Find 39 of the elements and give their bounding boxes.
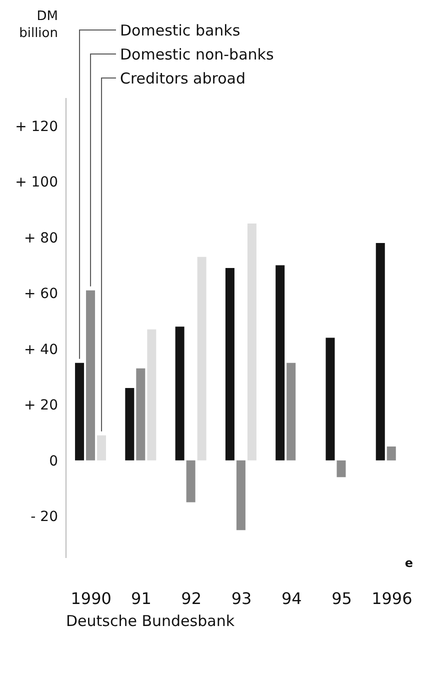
bar [386,446,396,460]
annotation: e [404,556,413,570]
bar [75,362,84,460]
bar [186,460,196,502]
text: Deutsche Bundesbank [66,612,236,630]
y-tick-label: 0 [49,453,58,470]
bar [225,268,234,460]
text: Domestic banks [120,21,240,40]
bar [336,460,346,478]
x-tick-label: 91 [131,589,152,608]
y-tick-label: + 20 [24,398,58,414]
y-tick-label: + 80 [24,230,58,246]
bar [147,329,156,460]
y-tick-label: + 100 [15,174,58,191]
x-tick-label: 1990 [70,589,112,608]
bar [97,435,106,460]
x-tick-label: 95 [332,589,352,608]
bar [86,290,96,460]
y-axis-title: DM billion [18,8,58,42]
bar [276,265,285,460]
text: Domestic non-banks [120,45,274,64]
x-tick-label: 92 [181,589,202,608]
bar [286,362,296,460]
bar [136,368,146,460]
y-tick-label: - 20 [30,509,58,526]
text: Creditors abroad [120,69,246,88]
bar [326,338,335,460]
x-tick-label: 94 [281,589,302,608]
x-tick-label: 93 [231,589,252,608]
bar [236,460,246,530]
y-tick-label: + 40 [24,342,58,358]
bar [247,223,256,460]
bar [376,242,385,460]
bar [197,256,206,460]
y-tick-label: + 120 [15,118,58,135]
bar [175,326,184,460]
x-tick-label: 1996 [372,589,412,608]
y-tick-label: + 60 [24,286,58,302]
bar [125,388,134,460]
